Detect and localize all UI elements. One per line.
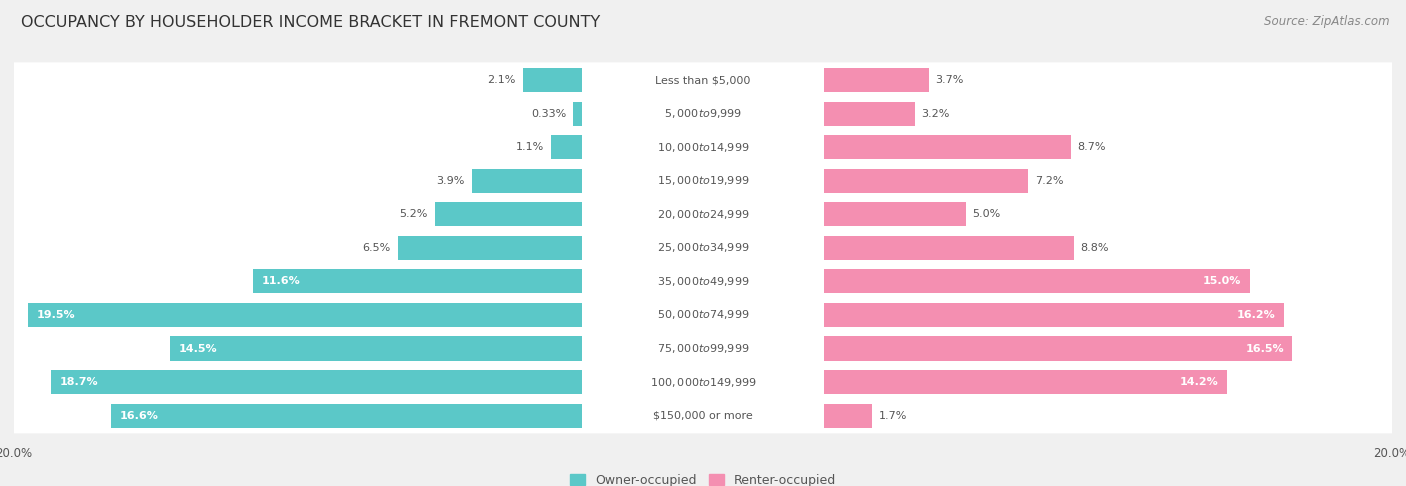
Text: 11.6%: 11.6% xyxy=(262,277,299,286)
Text: $100,000 to $149,999: $100,000 to $149,999 xyxy=(650,376,756,388)
Bar xyxy=(824,169,1028,193)
FancyBboxPatch shape xyxy=(8,196,1398,232)
Text: 5.2%: 5.2% xyxy=(399,209,427,219)
FancyBboxPatch shape xyxy=(8,96,1398,131)
Text: Source: ZipAtlas.com: Source: ZipAtlas.com xyxy=(1264,15,1389,28)
Text: 1.7%: 1.7% xyxy=(879,411,907,420)
Text: 19.5%: 19.5% xyxy=(37,310,76,320)
Text: $20,000 to $24,999: $20,000 to $24,999 xyxy=(657,208,749,221)
Bar xyxy=(574,102,582,126)
FancyBboxPatch shape xyxy=(8,330,1398,366)
Text: 3.2%: 3.2% xyxy=(921,109,950,119)
Text: 14.5%: 14.5% xyxy=(179,344,218,353)
Text: 18.7%: 18.7% xyxy=(59,377,98,387)
FancyBboxPatch shape xyxy=(8,163,1398,199)
Text: $5,000 to $9,999: $5,000 to $9,999 xyxy=(664,107,742,120)
Bar xyxy=(471,169,582,193)
Text: 0.33%: 0.33% xyxy=(531,109,567,119)
FancyBboxPatch shape xyxy=(8,398,1398,434)
Bar xyxy=(824,236,1074,260)
Bar xyxy=(398,236,582,260)
Text: 2.1%: 2.1% xyxy=(488,75,516,85)
Text: $35,000 to $49,999: $35,000 to $49,999 xyxy=(657,275,749,288)
Bar xyxy=(824,336,1292,361)
Text: 3.9%: 3.9% xyxy=(436,176,465,186)
Text: 7.2%: 7.2% xyxy=(1035,176,1063,186)
Bar xyxy=(824,403,872,428)
Text: 8.8%: 8.8% xyxy=(1081,243,1109,253)
Text: 8.7%: 8.7% xyxy=(1077,142,1107,152)
Bar xyxy=(824,202,966,226)
Bar xyxy=(824,269,1250,294)
Bar xyxy=(434,202,582,226)
Text: $50,000 to $74,999: $50,000 to $74,999 xyxy=(657,309,749,321)
Bar xyxy=(28,303,582,327)
Bar xyxy=(170,336,582,361)
FancyBboxPatch shape xyxy=(8,129,1398,165)
FancyBboxPatch shape xyxy=(8,62,1398,98)
Text: 6.5%: 6.5% xyxy=(363,243,391,253)
Bar xyxy=(824,303,1284,327)
Text: OCCUPANCY BY HOUSEHOLDER INCOME BRACKET IN FREMONT COUNTY: OCCUPANCY BY HOUSEHOLDER INCOME BRACKET … xyxy=(21,15,600,30)
Text: $150,000 or more: $150,000 or more xyxy=(654,411,752,420)
Text: Less than $5,000: Less than $5,000 xyxy=(655,75,751,85)
Bar xyxy=(51,370,582,394)
Bar xyxy=(551,135,582,159)
FancyBboxPatch shape xyxy=(8,263,1398,299)
FancyBboxPatch shape xyxy=(8,364,1398,400)
Bar xyxy=(253,269,582,294)
Text: $75,000 to $99,999: $75,000 to $99,999 xyxy=(657,342,749,355)
FancyBboxPatch shape xyxy=(8,230,1398,266)
Text: $25,000 to $34,999: $25,000 to $34,999 xyxy=(657,242,749,254)
Text: 3.7%: 3.7% xyxy=(935,75,965,85)
Text: 16.5%: 16.5% xyxy=(1246,344,1284,353)
Text: $10,000 to $14,999: $10,000 to $14,999 xyxy=(657,141,749,154)
Text: 16.6%: 16.6% xyxy=(120,411,157,420)
Bar xyxy=(824,102,914,126)
Text: 16.2%: 16.2% xyxy=(1237,310,1275,320)
Bar xyxy=(824,370,1227,394)
Bar xyxy=(111,403,582,428)
Legend: Owner-occupied, Renter-occupied: Owner-occupied, Renter-occupied xyxy=(565,469,841,486)
Bar xyxy=(824,135,1071,159)
Text: 14.2%: 14.2% xyxy=(1180,377,1219,387)
Bar xyxy=(824,68,929,92)
Text: 15.0%: 15.0% xyxy=(1204,277,1241,286)
FancyBboxPatch shape xyxy=(8,297,1398,333)
Text: 1.1%: 1.1% xyxy=(516,142,544,152)
Text: 5.0%: 5.0% xyxy=(973,209,1001,219)
Text: $15,000 to $19,999: $15,000 to $19,999 xyxy=(657,174,749,187)
Bar xyxy=(523,68,582,92)
